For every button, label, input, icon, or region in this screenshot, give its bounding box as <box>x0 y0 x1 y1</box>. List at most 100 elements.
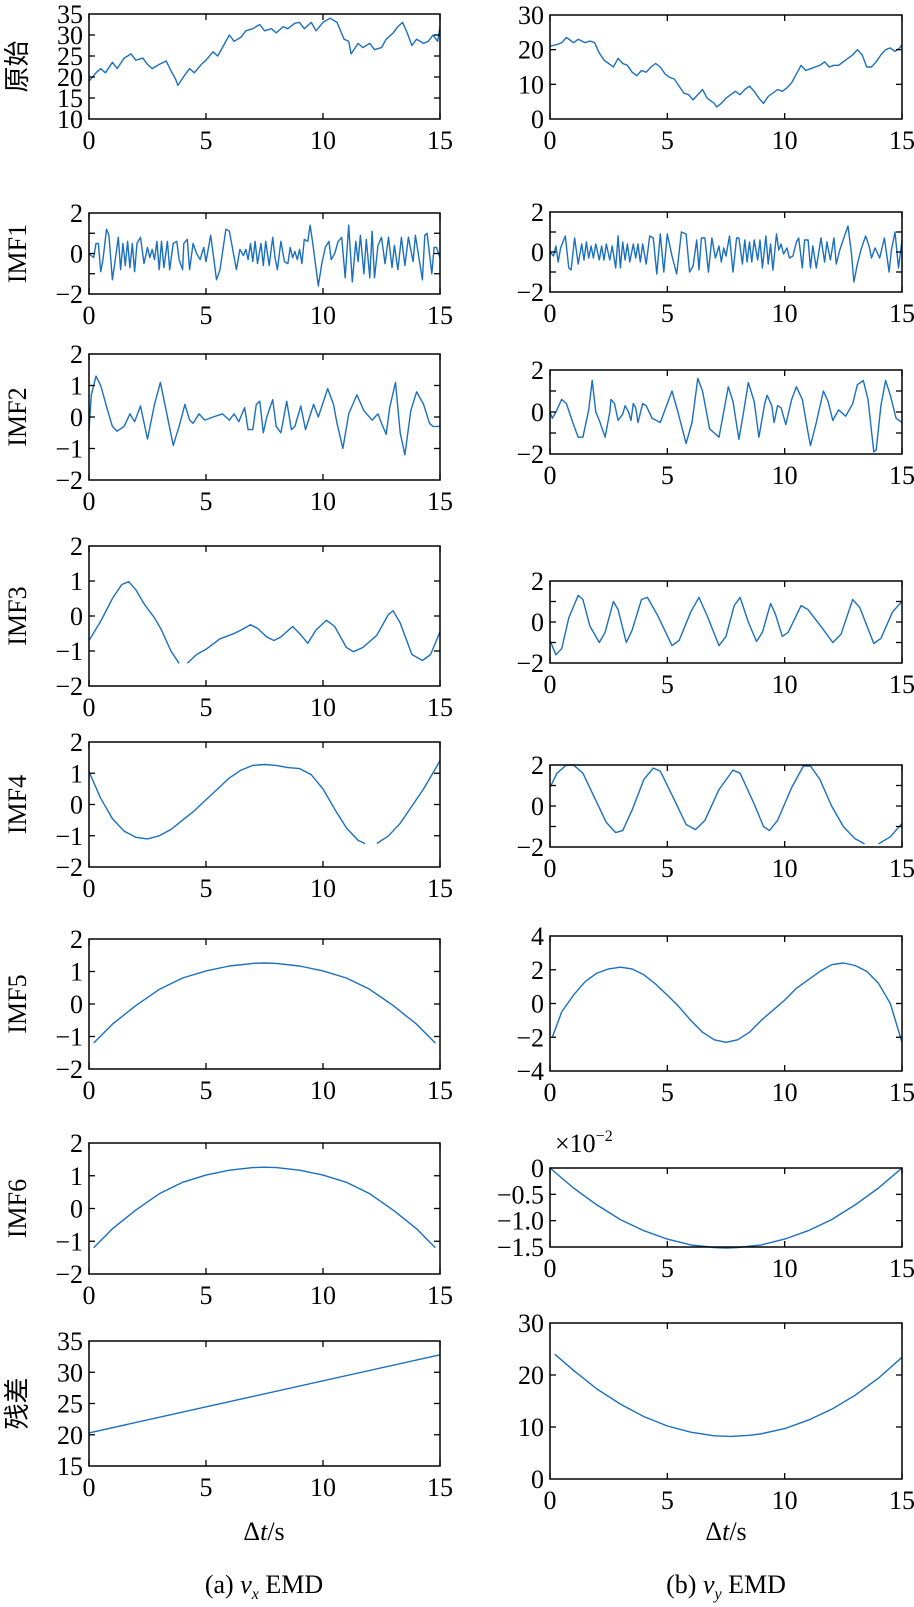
x-tick-label: 15 <box>427 126 453 155</box>
y-tick-label: 2 <box>531 198 544 227</box>
x-tick-label: 15 <box>889 299 914 328</box>
series-line <box>549 225 903 283</box>
x-tick-label: 5 <box>200 1281 213 1310</box>
y-tick-label: 0 <box>531 105 544 134</box>
x-tick-label: 5 <box>661 126 674 155</box>
subplot-b-row4: 0 5 10 15−202 <box>516 751 914 883</box>
y-tick-label: 2 <box>70 1129 83 1158</box>
x-tick-label: 15 <box>889 1078 914 1107</box>
x-tick-label: 0 <box>544 1078 557 1107</box>
y-tick-label: 0 <box>70 990 83 1019</box>
y-tick-label: 0 <box>531 792 544 821</box>
x-tick-label: 5 <box>200 874 213 903</box>
x-tick-label: 10 <box>310 1076 336 1105</box>
series-line <box>554 1353 903 1438</box>
x-tick-label: 0 <box>544 670 557 699</box>
series-line <box>551 962 903 1043</box>
x-tick-label: 5 <box>200 301 213 330</box>
subplot-b-row2: 0 5 10 15−202 <box>516 356 914 490</box>
y-tick-label: 0 <box>531 1465 544 1494</box>
axes-box <box>549 935 903 1072</box>
x-tick-label: 10 <box>772 461 798 490</box>
x-tick-label: 10 <box>310 126 336 155</box>
y-tick-label: −2 <box>516 1023 544 1052</box>
y-tick-label: 0 <box>70 403 83 432</box>
y-tick-label: 20 <box>518 1361 544 1390</box>
y-tick-label: −2 <box>516 649 544 678</box>
axes-box <box>549 14 903 120</box>
x-tick-label: 5 <box>200 1076 213 1105</box>
x-tick-label: 0 <box>83 301 96 330</box>
y-tick-label: 1 <box>70 759 83 788</box>
x-tick-label: 15 <box>427 693 453 722</box>
axes-box <box>549 1167 903 1248</box>
series-line <box>88 581 441 664</box>
x-tick-label: 0 <box>83 1076 96 1105</box>
y-tick-label: −2 <box>55 466 83 495</box>
x-tick-label: 0 <box>544 1486 557 1515</box>
y-tick-label: 0 <box>70 791 83 820</box>
y-tick-label: 20 <box>57 1421 83 1450</box>
y-tick-label: −1 <box>55 1227 83 1256</box>
y-tick-label: 2 <box>70 532 83 561</box>
x-tick-label: 5 <box>661 299 674 328</box>
y-tick-label: 1 <box>70 372 83 401</box>
caption-b: (b) vy EMD <box>666 1570 786 1603</box>
axes-box <box>88 938 441 1070</box>
y-tick-label: 30 <box>57 21 83 50</box>
x-tick-label: 15 <box>427 487 453 516</box>
series-line <box>88 375 440 456</box>
y-tick-label: −2 <box>55 1260 83 1289</box>
axes-box <box>549 1322 903 1480</box>
x-tick-label: 10 <box>310 487 336 516</box>
y-axis-label: 原始 <box>3 40 32 92</box>
y-tick-label: 10 <box>518 70 544 99</box>
y-tick-label: 0 <box>70 240 83 269</box>
y-axis-label: IMF2 <box>3 387 32 446</box>
y-tick-label: 2 <box>531 356 544 385</box>
y-tick-label: 15 <box>57 1452 83 1481</box>
series-line <box>88 760 441 845</box>
y-tick-label: 2 <box>70 199 83 228</box>
x-tick-label: 10 <box>772 1486 798 1515</box>
y-tick-label: 30 <box>518 1 544 30</box>
y-axis-label: IMF3 <box>3 586 32 645</box>
y-tick-label: 2 <box>70 340 83 369</box>
y-tick-label: −2 <box>55 280 83 309</box>
y-tick-label: 25 <box>57 1390 83 1419</box>
y-tick-label: 2 <box>70 728 83 757</box>
series-line <box>549 377 903 453</box>
y-tick-label: 30 <box>57 1358 83 1387</box>
y-tick-label: 0 <box>531 1154 544 1183</box>
y-tick-label: 20 <box>57 63 83 92</box>
x-tick-label: 0 <box>83 126 96 155</box>
x-tick-label: 0 <box>544 299 557 328</box>
x-tick-label: 0 <box>544 1254 557 1283</box>
y-tick-label: −4 <box>516 1057 544 1086</box>
x-tick-label: 0 <box>83 693 96 722</box>
y-tick-label: 1 <box>70 958 83 987</box>
x-tick-label: 5 <box>661 461 674 490</box>
x-tick-label: 15 <box>889 1254 914 1283</box>
y-axis-label: 残差 <box>3 1377 32 1429</box>
y-multiplier-label: ×10−2 <box>555 1128 613 1158</box>
x-tick-label: 10 <box>310 1473 336 1502</box>
x-tick-label: 15 <box>889 461 914 490</box>
y-tick-label: 0 <box>531 398 544 427</box>
y-tick-label: −2 <box>55 672 83 701</box>
axes-box <box>549 764 903 848</box>
x-tick-label: 10 <box>772 670 798 699</box>
subplot-b-row1: 0 5 10 15−202 <box>516 198 914 328</box>
y-axis-label: IMF6 <box>3 1179 32 1238</box>
x-tick-label: 0 <box>83 487 96 516</box>
x-axis-label-a: Δt/s <box>243 1517 284 1546</box>
x-tick-label: 5 <box>200 126 213 155</box>
x-tick-label: 0 <box>544 461 557 490</box>
y-tick-label: 20 <box>518 36 544 65</box>
x-tick-label: 15 <box>889 126 914 155</box>
